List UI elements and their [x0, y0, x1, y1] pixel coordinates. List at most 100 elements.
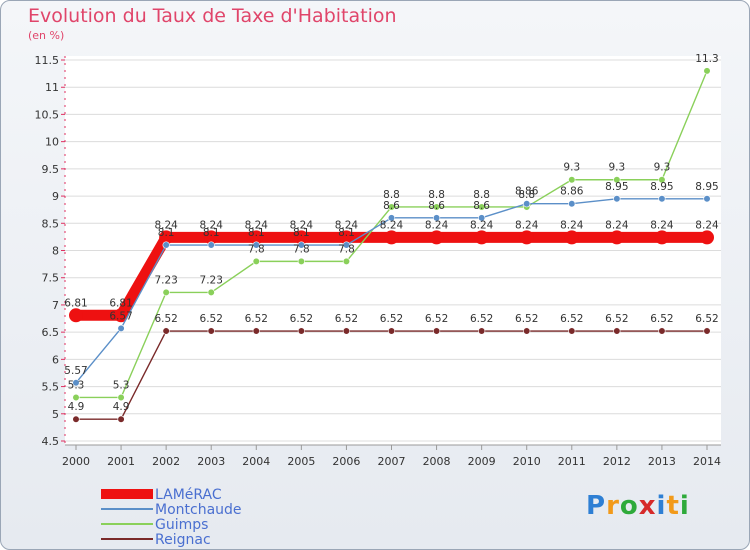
data-point [162, 288, 170, 297]
data-point [703, 67, 711, 75]
y-tick-label: 5.5 [42, 381, 60, 394]
data-point [387, 214, 396, 222]
data-point [658, 195, 666, 203]
legend-label: Montchaude [155, 502, 242, 518]
data-label: 8.1 [158, 227, 175, 239]
legend-label: Reignac [155, 532, 211, 548]
data-point [613, 327, 621, 335]
data-label: 8.95 [695, 181, 718, 193]
data-label: 6.52 [470, 313, 493, 325]
data-point [294, 230, 309, 245]
data-point [658, 176, 666, 184]
data-point [207, 288, 215, 297]
logo-letter: i [656, 491, 667, 521]
x-tick-label: 2013 [648, 455, 676, 468]
chart-subtitle: (en %) [28, 29, 65, 42]
x-tick-label: 2009 [468, 455, 496, 468]
data-label: 6.52 [695, 313, 718, 325]
data-point [297, 241, 305, 249]
data-point [478, 327, 486, 335]
logo-letter: i [679, 491, 690, 521]
data-label: 8.1 [338, 227, 355, 239]
data-label: 6.52 [515, 313, 538, 325]
y-tick-label: 9 [52, 190, 59, 203]
data-label: 8.24 [245, 219, 269, 231]
data-point [69, 308, 83, 323]
x-tick-label: 2010 [513, 455, 541, 468]
data-point [568, 176, 576, 184]
y-tick-label: 10 [45, 136, 59, 149]
data-point [703, 195, 711, 203]
proxiti-logo: Proxiti [586, 491, 690, 521]
data-label: 6.52 [245, 313, 268, 325]
data-label: 6.52 [560, 313, 583, 325]
x-tick-label: 2006 [332, 455, 360, 468]
data-point [568, 200, 576, 208]
data-point [207, 327, 215, 335]
data-point [474, 230, 489, 245]
data-label: 7.8 [248, 243, 265, 255]
data-label: 8.8 [518, 189, 535, 201]
data-label: 6.52 [425, 313, 448, 325]
logo-letter: t [666, 491, 680, 521]
data-label: 9.3 [609, 162, 626, 174]
logo-letter: x [638, 491, 657, 521]
data-point [207, 241, 215, 249]
data-point [339, 230, 354, 245]
x-tick-label: 2005 [287, 455, 315, 468]
y-tick-label: 8 [52, 245, 59, 258]
data-label: 8.24 [425, 219, 449, 231]
data-label: 9.3 [563, 162, 580, 174]
x-tick-label: 2007 [378, 455, 406, 468]
data-label: 4.9 [68, 401, 85, 413]
data-point [384, 230, 399, 245]
x-tick-label: 2001 [107, 455, 135, 468]
y-tick-label: 4.5 [42, 435, 60, 448]
y-tick-label: 6.5 [42, 326, 60, 339]
series-lamérac [69, 230, 714, 323]
data-point [252, 257, 260, 265]
data-label: 8.24 [200, 219, 224, 231]
data-point [72, 379, 80, 387]
data-point [519, 230, 534, 245]
data-label: 6.52 [335, 313, 358, 325]
data-label: 6.52 [650, 313, 673, 325]
data-label: 8.8 [383, 189, 400, 201]
data-point [703, 327, 711, 335]
data-label: 8.1 [293, 227, 310, 239]
y-tick-label: 7.5 [42, 272, 60, 285]
data-label: 8.24 [335, 219, 359, 231]
data-point [297, 327, 305, 335]
logo-letter: o [619, 491, 639, 521]
data-label: 5.3 [113, 379, 130, 391]
data-label: 8.86 [560, 186, 584, 198]
y-tick-label: 5 [52, 408, 59, 421]
data-point [342, 327, 351, 335]
data-label: 8.24 [560, 219, 584, 231]
data-label: 8.8 [428, 189, 445, 201]
data-label: 8.8 [473, 189, 490, 201]
data-label: 8.86 [515, 186, 539, 198]
data-label: 7.23 [200, 274, 223, 286]
data-point [613, 195, 621, 203]
data-label: 8.95 [650, 181, 673, 193]
x-tick-label: 2008 [423, 455, 451, 468]
data-point [72, 393, 80, 402]
y-tick-label: 9.5 [42, 163, 60, 176]
data-point [204, 230, 219, 245]
data-point [387, 327, 396, 335]
x-tick-label: 2012 [603, 455, 631, 468]
data-label: 8.24 [380, 219, 404, 231]
data-point [117, 415, 125, 423]
logo-letter: P [586, 491, 607, 521]
x-tick-label: 2004 [242, 455, 270, 468]
data-point [429, 230, 444, 245]
y-tick-label: 6 [52, 353, 59, 366]
logo-letter: r [606, 491, 620, 521]
data-label: 8.24 [695, 219, 719, 231]
data-point [252, 241, 260, 249]
y-tick-label: 8.5 [42, 217, 60, 230]
data-point [297, 257, 305, 265]
data-point [523, 327, 531, 335]
data-point [159, 230, 174, 245]
